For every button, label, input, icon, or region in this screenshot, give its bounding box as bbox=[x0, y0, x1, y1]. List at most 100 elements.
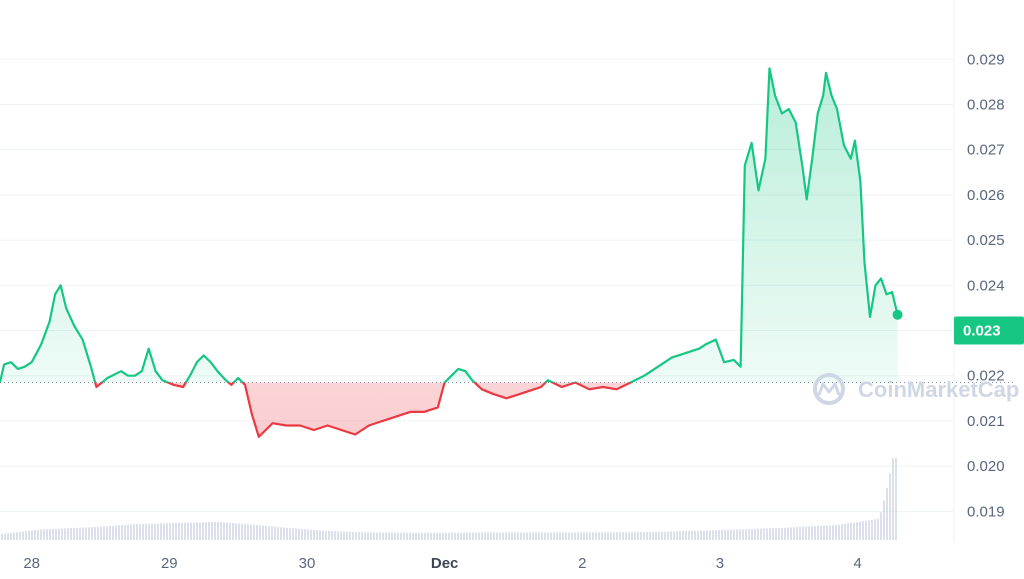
volume-bar bbox=[406, 532, 408, 540]
volume-bar bbox=[736, 529, 738, 540]
volume-bar bbox=[259, 525, 261, 540]
volume-bar bbox=[52, 528, 54, 540]
volume-bar bbox=[364, 532, 366, 540]
current-price-dot bbox=[892, 309, 903, 320]
volume-bar bbox=[376, 532, 378, 540]
volume-bar bbox=[319, 530, 321, 540]
volume-bar bbox=[679, 531, 681, 540]
volume-bar bbox=[808, 526, 810, 540]
volume-bar bbox=[541, 532, 543, 540]
volume-bar bbox=[661, 531, 663, 540]
volume-bar bbox=[856, 522, 858, 540]
volume-bar bbox=[289, 528, 291, 540]
volume-bar bbox=[112, 525, 114, 540]
volume-bar bbox=[610, 532, 612, 540]
volume-bar bbox=[829, 525, 831, 540]
volume-bar bbox=[796, 527, 798, 540]
area-fills bbox=[0, 68, 898, 437]
x-axis-ticks: 28 29 30 Dec 2 3 4 bbox=[23, 555, 861, 572]
volume-bar bbox=[616, 532, 618, 540]
volume-bar bbox=[172, 523, 174, 540]
volume-bar bbox=[67, 528, 69, 540]
volume-bar bbox=[832, 525, 834, 540]
volume-bar bbox=[628, 532, 630, 540]
volume-bar bbox=[649, 531, 651, 540]
volume-bar bbox=[385, 532, 387, 540]
y-tick-label: 0.022 bbox=[967, 368, 1005, 385]
volume-bar bbox=[703, 530, 705, 540]
volume-bar bbox=[130, 524, 132, 540]
volume-bar bbox=[862, 521, 864, 540]
volume-bar bbox=[346, 531, 348, 540]
volume-bar bbox=[208, 522, 210, 540]
volume-bar bbox=[70, 528, 72, 540]
volume-bar bbox=[874, 519, 876, 540]
volume-bar bbox=[838, 524, 840, 540]
volume-bar bbox=[448, 532, 450, 540]
volume-bar bbox=[220, 522, 222, 540]
volume-bar bbox=[28, 530, 30, 540]
volume-bar bbox=[37, 529, 39, 540]
volume-bar bbox=[556, 532, 558, 540]
volume-bar bbox=[871, 519, 873, 540]
volume-bar bbox=[274, 526, 276, 540]
volume-bar bbox=[529, 532, 531, 540]
volume-bar bbox=[13, 532, 15, 540]
volume-bar bbox=[670, 531, 672, 540]
volume-bar bbox=[547, 532, 549, 540]
volume-bar bbox=[124, 524, 126, 540]
volume-bar bbox=[454, 532, 456, 540]
volume-bar bbox=[469, 532, 471, 540]
volume-bar bbox=[823, 525, 825, 540]
volume-bar bbox=[607, 532, 609, 540]
volume-bar bbox=[91, 527, 93, 540]
volume-bar bbox=[544, 532, 546, 540]
area-fill-down bbox=[95, 382, 631, 437]
volume-bar bbox=[730, 529, 732, 540]
volume-bar bbox=[424, 532, 426, 540]
volume-bar bbox=[184, 522, 186, 540]
volume-bar bbox=[133, 524, 135, 540]
volume-bar bbox=[520, 532, 522, 540]
volume-bar bbox=[19, 531, 21, 540]
volume-bar bbox=[109, 526, 111, 540]
volume-bar bbox=[625, 532, 627, 540]
volume-bar bbox=[403, 532, 405, 540]
volume-bar bbox=[304, 529, 306, 540]
volume-bar bbox=[55, 528, 57, 540]
volume-bar bbox=[841, 524, 843, 540]
volume-bar bbox=[310, 529, 312, 540]
volume-bar bbox=[688, 530, 690, 540]
volume-bar bbox=[664, 531, 666, 540]
volume-bar bbox=[301, 528, 303, 540]
volume-bar bbox=[100, 526, 102, 540]
y-tick-label: 0.025 bbox=[967, 232, 1005, 249]
volume-bar bbox=[265, 525, 267, 540]
volume-bar bbox=[103, 526, 105, 540]
volume-bar bbox=[418, 532, 420, 540]
volume-bar bbox=[559, 532, 561, 540]
volume-bar bbox=[835, 524, 837, 540]
volume-bar bbox=[697, 530, 699, 540]
volume-bar bbox=[751, 528, 753, 540]
x-tick-label: 3 bbox=[716, 555, 724, 572]
volume-bar bbox=[766, 528, 768, 540]
x-tick-label: 2 bbox=[578, 555, 586, 572]
volume-bar bbox=[175, 523, 177, 540]
volume-bar bbox=[493, 532, 495, 540]
volume-bar bbox=[193, 522, 195, 540]
volume-bar bbox=[283, 527, 285, 540]
volume-bar bbox=[397, 532, 399, 540]
volume-bar bbox=[463, 532, 465, 540]
coinmarketcap-watermark: CoinMarketCap bbox=[813, 373, 1019, 405]
volume-bar bbox=[370, 532, 372, 540]
volume-bar bbox=[757, 528, 759, 540]
volume-bar bbox=[361, 532, 363, 540]
volume-bar bbox=[586, 532, 588, 540]
volume-bar bbox=[676, 531, 678, 540]
x-tick-label: 30 bbox=[299, 555, 316, 572]
volume-bar bbox=[538, 532, 540, 540]
volume-bar bbox=[64, 528, 66, 540]
volume-bar bbox=[817, 525, 819, 540]
volume-bar bbox=[49, 529, 51, 540]
